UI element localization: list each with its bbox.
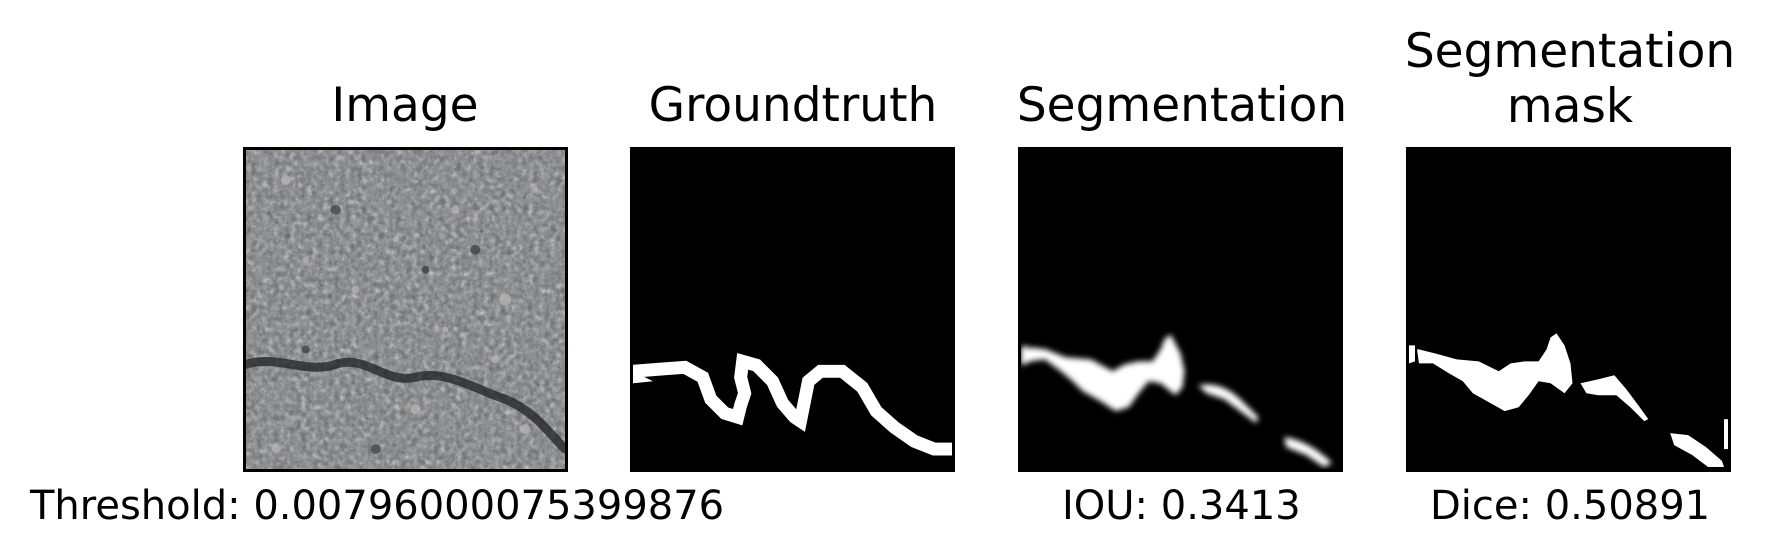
threshold-label: Threshold: 0.00796000075399876 — [30, 483, 724, 529]
asphalt-crack-image — [246, 150, 565, 469]
iou-label: IOU: 0.3413 — [1062, 483, 1301, 529]
panel-title-groundtruth: Groundtruth — [593, 78, 993, 133]
segmentation-mask-panel — [1406, 147, 1731, 472]
segmentation-panel — [1018, 147, 1343, 472]
groundtruth-mask-panel — [630, 147, 955, 472]
panel-title-segmentation-mask: Segmentation mask — [1370, 24, 1770, 134]
segmentation-binary-mask — [1409, 150, 1728, 469]
panel-title-image: Image — [205, 78, 605, 133]
groundtruth-mask — [633, 150, 952, 469]
segmentation-soft-mask — [1021, 150, 1340, 469]
panel-title-segmentation: Segmentation — [982, 78, 1382, 133]
dice-label: Dice: 0.50891 — [1430, 483, 1710, 529]
input-image-panel — [243, 147, 568, 472]
